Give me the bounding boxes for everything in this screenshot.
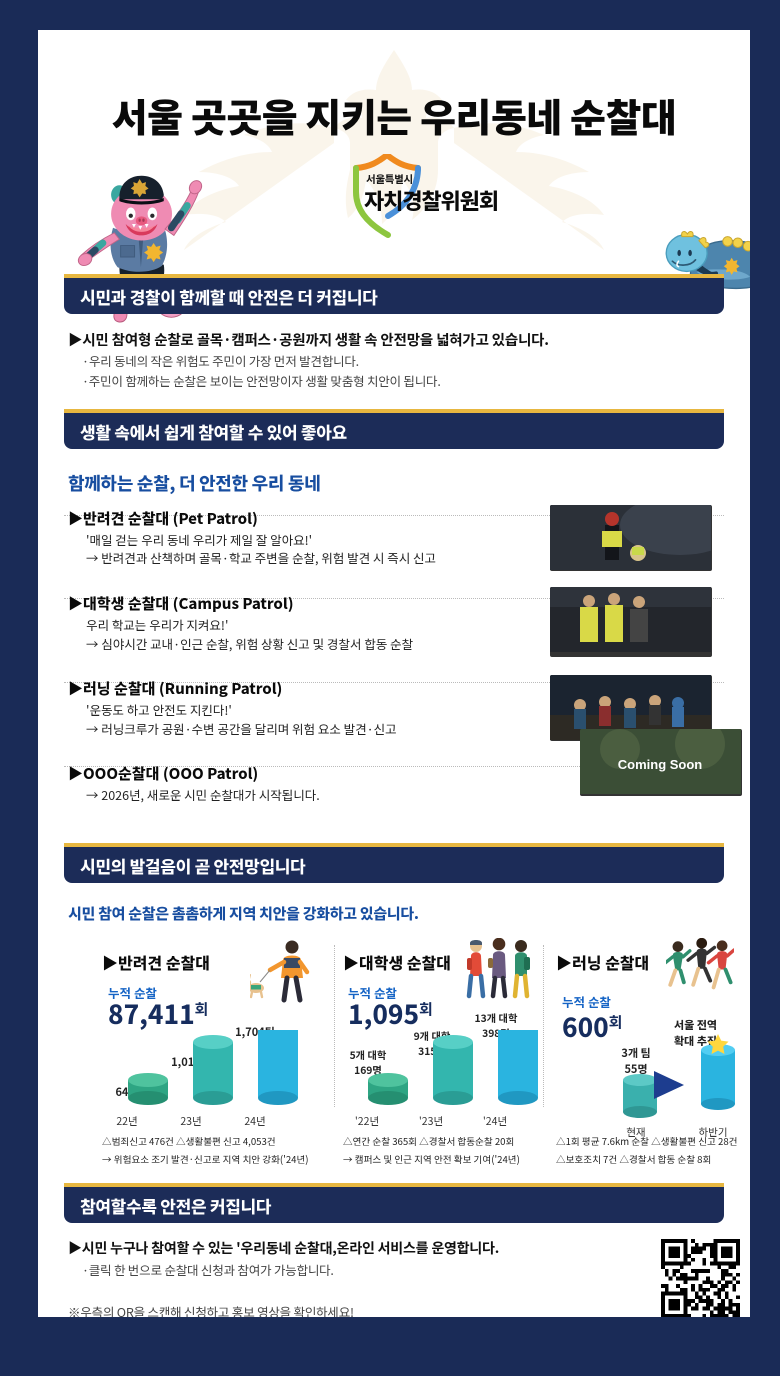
svg-text:Coming Soon: Coming Soon (618, 757, 703, 772)
